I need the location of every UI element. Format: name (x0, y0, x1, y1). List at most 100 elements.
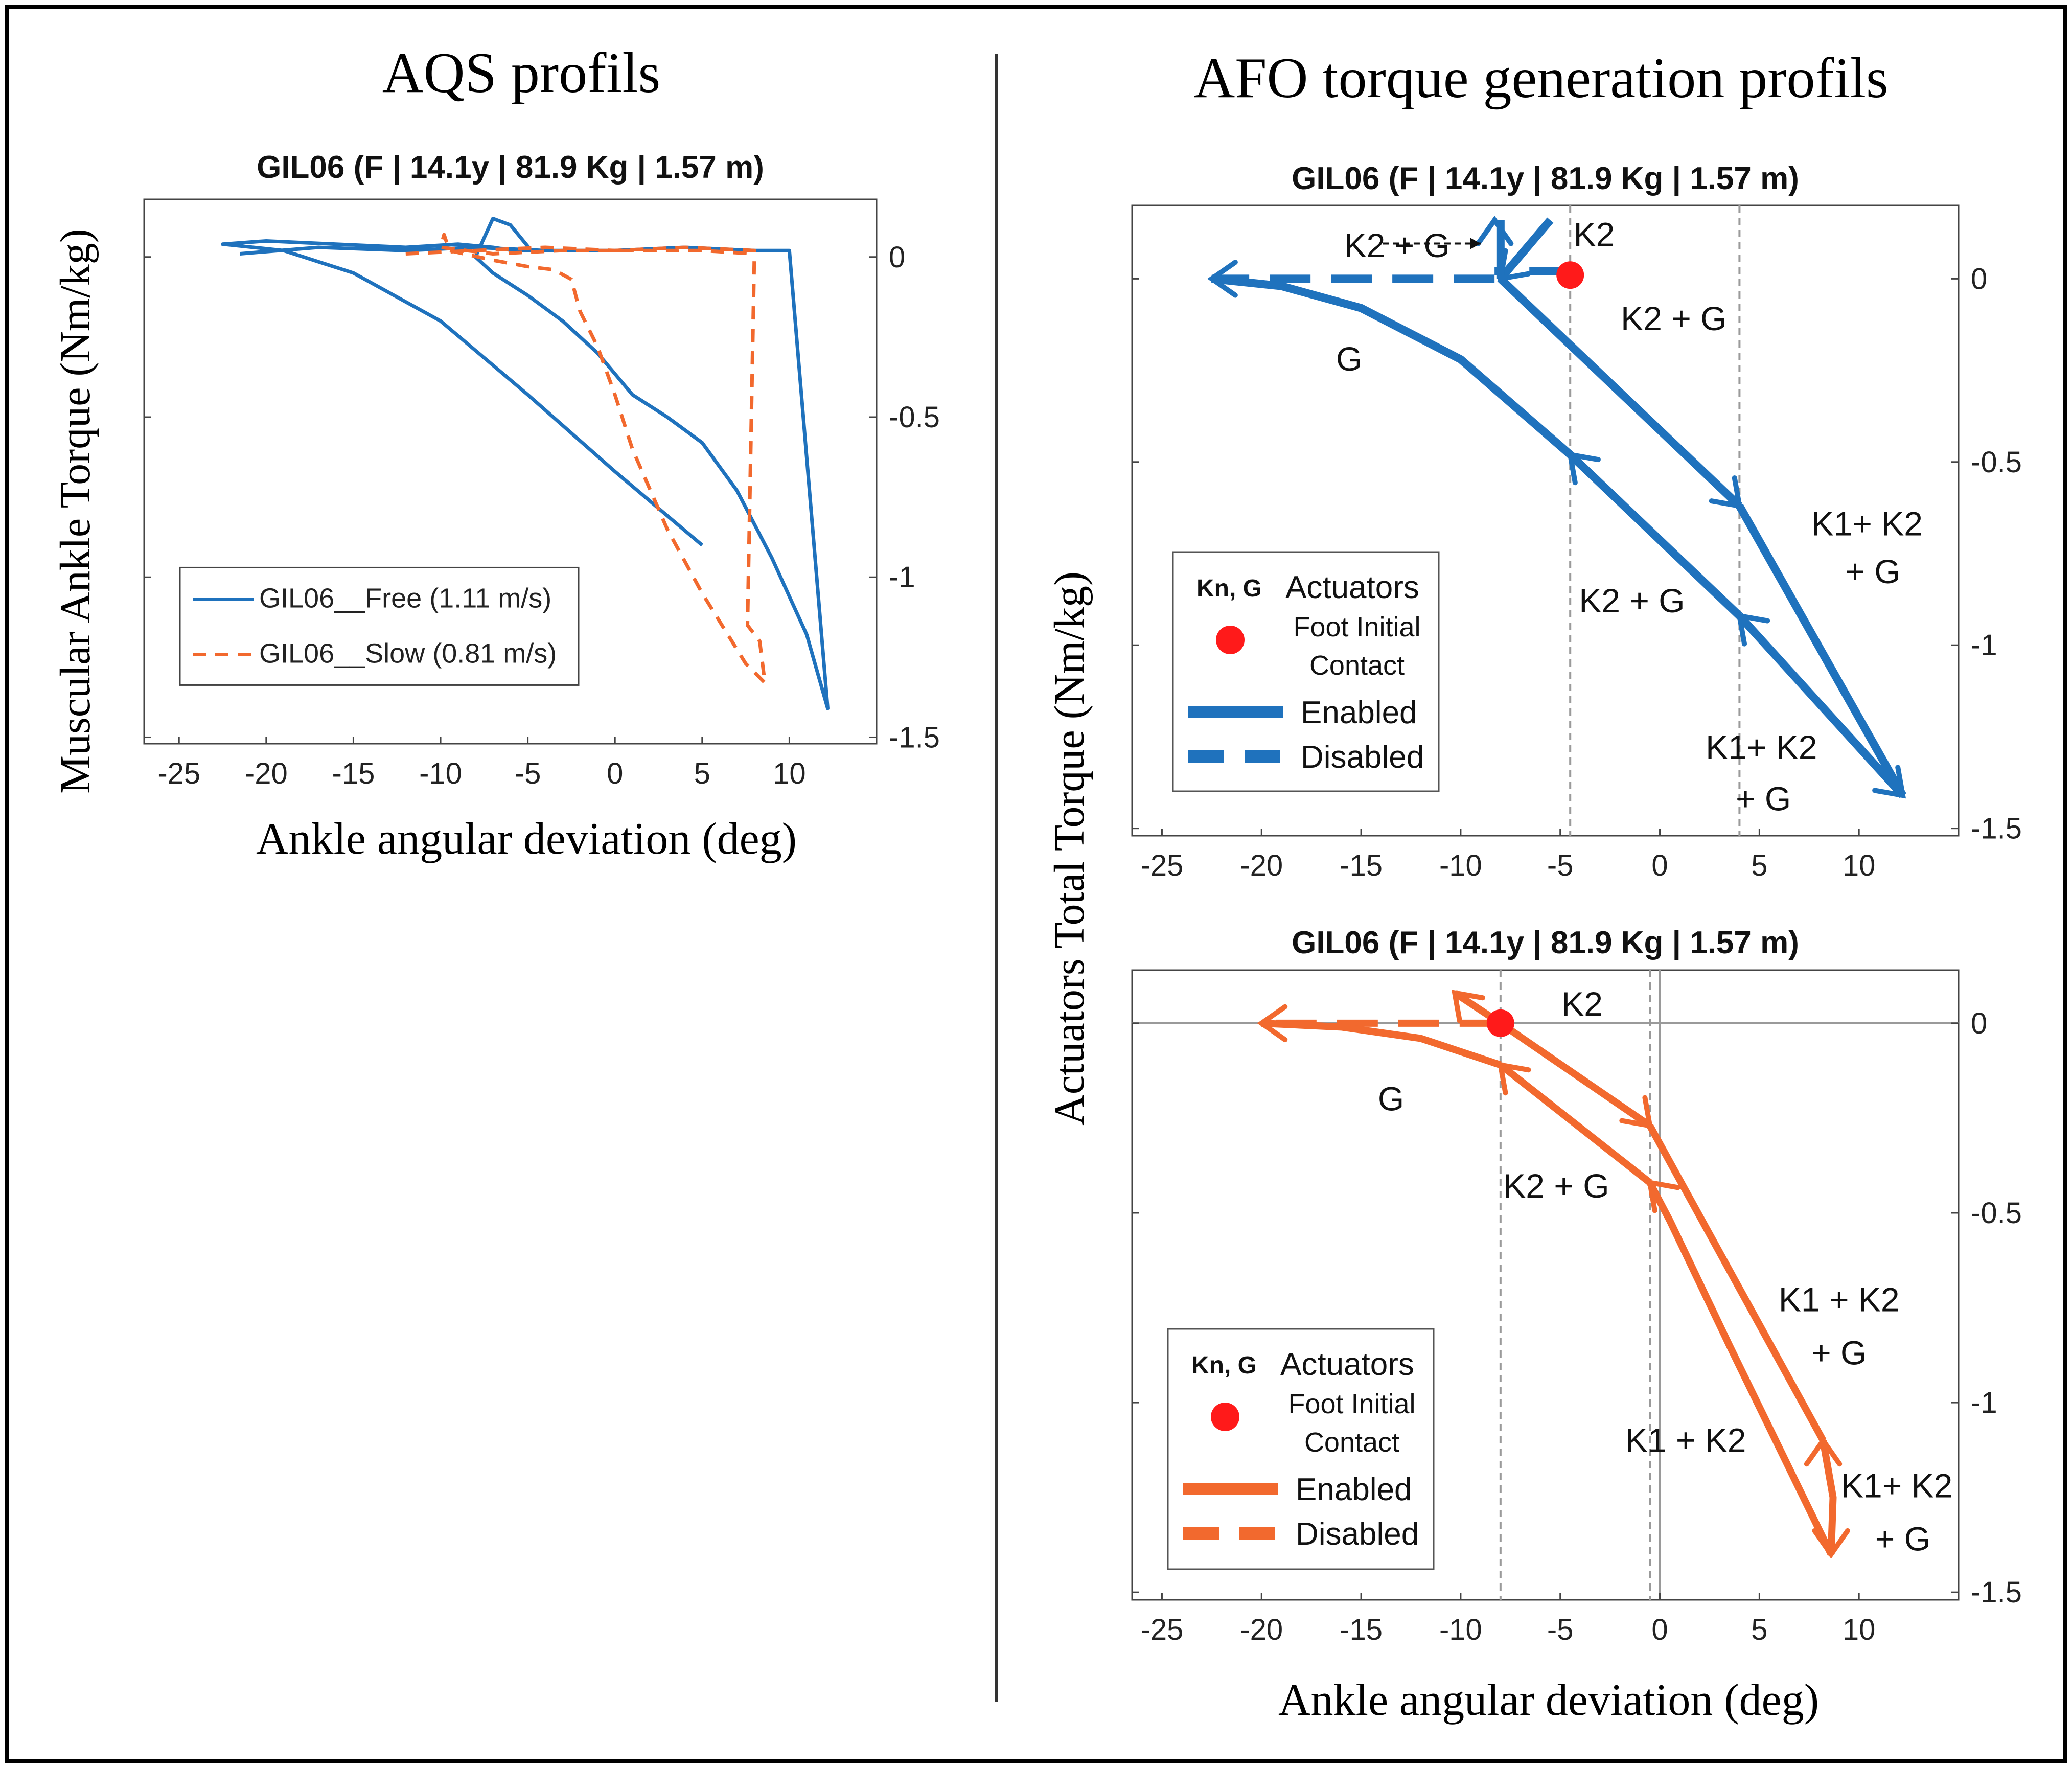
segment-annotation: K1+ K2 (1706, 728, 1817, 766)
chart-title: GIL06 (F | 14.1y | 81.9 Kg | 1.57 m) (1292, 925, 1799, 961)
legend-disabled-label: Disabled (1296, 1517, 1419, 1552)
segment-annotation: K2 + G (1503, 1167, 1609, 1205)
y-tick-label: 0 (889, 241, 905, 274)
torque-path-solid (1646, 1181, 1834, 1556)
x-tick-label: -20 (1240, 1613, 1283, 1646)
x-tick-label: -25 (157, 757, 200, 790)
x-tick-label: -10 (1439, 1613, 1482, 1646)
arrow-head-icon (1497, 248, 1531, 282)
arrow-head-icon (1567, 451, 1601, 486)
x-tick-label: -5 (1547, 1613, 1574, 1646)
arrow-head-icon (1497, 1062, 1531, 1096)
torque-path-solid (1211, 274, 1573, 458)
segment-annotation: + G (1811, 1334, 1867, 1372)
y-tick-label: -1 (1971, 629, 1997, 662)
legend-foot-label-line1: Foot Initial (1288, 1389, 1415, 1419)
legend-foot-label-line2: Contact (1304, 1427, 1399, 1458)
torque-path-solid (1567, 451, 1742, 619)
legend-actuator-symbol: Kn, G (1196, 575, 1262, 602)
legend-foot-label-line2: Contact (1309, 650, 1405, 681)
segment-annotation: K2 (1561, 985, 1603, 1023)
segment-annotation: + G (1736, 779, 1791, 817)
arrow-head-icon (1619, 1095, 1653, 1129)
torque-path-solid (1646, 1123, 1827, 1442)
x-tick-label: -5 (515, 757, 541, 790)
x-tick-label: 10 (1843, 1613, 1876, 1646)
x-tick-label: 10 (1843, 849, 1876, 882)
segment-annotation: K2 (1574, 215, 1615, 253)
annotation-pointer-head-icon (1470, 238, 1481, 249)
x-tick-label: 10 (773, 757, 806, 790)
left-heading: AQS profils (382, 41, 660, 105)
arrow-head-icon (1736, 612, 1770, 647)
x-tick-label: -20 (1240, 849, 1283, 882)
segment-annotation: K2 + G (1579, 582, 1685, 619)
arrow-head-icon (1872, 765, 1906, 799)
legend-actuators-label: Actuators (1280, 1347, 1414, 1382)
segment-annotation: + G (1875, 1520, 1930, 1557)
arrow-head-icon (1812, 1528, 1850, 1559)
torque-path-solid (1498, 275, 1742, 509)
y-tick-label: -1 (889, 561, 915, 594)
x-tick-label: 0 (1651, 1613, 1668, 1646)
torque-path-solid (1736, 613, 1906, 798)
arrow-head-icon (1804, 1436, 1843, 1467)
plot-area-frame (1131, 969, 1960, 1601)
x-tick-label: -25 (1141, 1613, 1184, 1646)
arrow-head-icon (1207, 260, 1238, 298)
chart-afo-blue-profile: GIL06 (F | 14.1y | 81.9 Kg | 1.57 m) -25 -… (1131, 161, 2022, 882)
y-tick-label: -0.5 (1971, 1197, 2022, 1230)
x-tick-label: -10 (1439, 849, 1482, 882)
torque-path-solid (1498, 1062, 1652, 1186)
legend-box (179, 566, 580, 686)
arrow-head-icon (1257, 1004, 1288, 1043)
x-tick-label: -10 (419, 757, 462, 790)
series-line-slow (405, 233, 767, 685)
x-tick-label: 0 (1651, 849, 1668, 882)
y-tick-label: -1.5 (889, 721, 940, 754)
legend-label: GIL06__Slow (0.81 m/s) (259, 638, 557, 669)
chart-afo-orange-profile: GIL06 (F | 14.1y | 81.9 Kg | 1.57 m) -25 -… (1131, 925, 2022, 1646)
legend-enabled-label: Enabled (1296, 1472, 1412, 1507)
plot-area-frame (1131, 204, 1960, 837)
segment-annotation: K1 + K2 (1625, 1421, 1746, 1459)
right-y-axis-label: Actuators Total Torque (Nm/kg) (1046, 571, 1093, 1126)
x-tick-label: -15 (1340, 1613, 1383, 1646)
torque-path-solid (1497, 217, 1554, 282)
y-tick-label: -0.5 (1971, 446, 2022, 479)
y-tick-label: -1.5 (1971, 812, 2022, 845)
y-tick-label: -1.5 (1971, 1576, 2022, 1609)
y-tick-label: -1 (1971, 1386, 1997, 1419)
y-tick-label: 0 (1971, 1007, 1987, 1040)
torque-path-solid (1820, 1440, 1837, 1555)
legend-actuators-label: Actuators (1285, 570, 1419, 605)
segment-annotation: + G (1845, 553, 1900, 590)
x-tick-label: -20 (245, 757, 288, 790)
y-tick-label: -0.5 (889, 401, 940, 434)
plot-area-frame (143, 198, 878, 745)
legend-actuator-symbol: Kn, G (1191, 1352, 1257, 1379)
y-tick-label: 0 (1971, 262, 1987, 295)
segment-annotation: G (1378, 1080, 1404, 1117)
left-x-axis-label: Ankle angular deviation (deg) (256, 814, 797, 864)
arrow-head-icon (1475, 215, 1514, 246)
torque-path-solid (1261, 1019, 1502, 1069)
right-x-axis-label: Ankle angular deviation (deg) (1278, 1675, 1819, 1725)
right-heading: AFO torque generation profils (1193, 47, 1888, 110)
figure-border (5, 5, 2067, 1763)
chart-title: GIL06 (F | 14.1y | 81.9 Kg | 1.57 m) (1292, 161, 1799, 197)
segment-annotation: K2 + G (1621, 300, 1726, 337)
legend-enabled-label: Enabled (1301, 695, 1417, 730)
x-tick-label: 5 (694, 757, 710, 790)
legend-disabled-label: Disabled (1301, 740, 1424, 775)
foot-initial-contact-marker (1486, 1009, 1514, 1037)
torque-path-solid (1498, 1020, 1652, 1129)
x-tick-label: -5 (1547, 849, 1574, 882)
legend-foot-contact-marker (1216, 626, 1245, 654)
arrow-head-icon (1709, 475, 1743, 509)
x-tick-label: -15 (332, 757, 375, 790)
arrow-head-icon (1452, 990, 1485, 1024)
legend-foot-label-line1: Foot Initial (1293, 612, 1420, 642)
arrow-head-icon (1646, 1179, 1680, 1213)
